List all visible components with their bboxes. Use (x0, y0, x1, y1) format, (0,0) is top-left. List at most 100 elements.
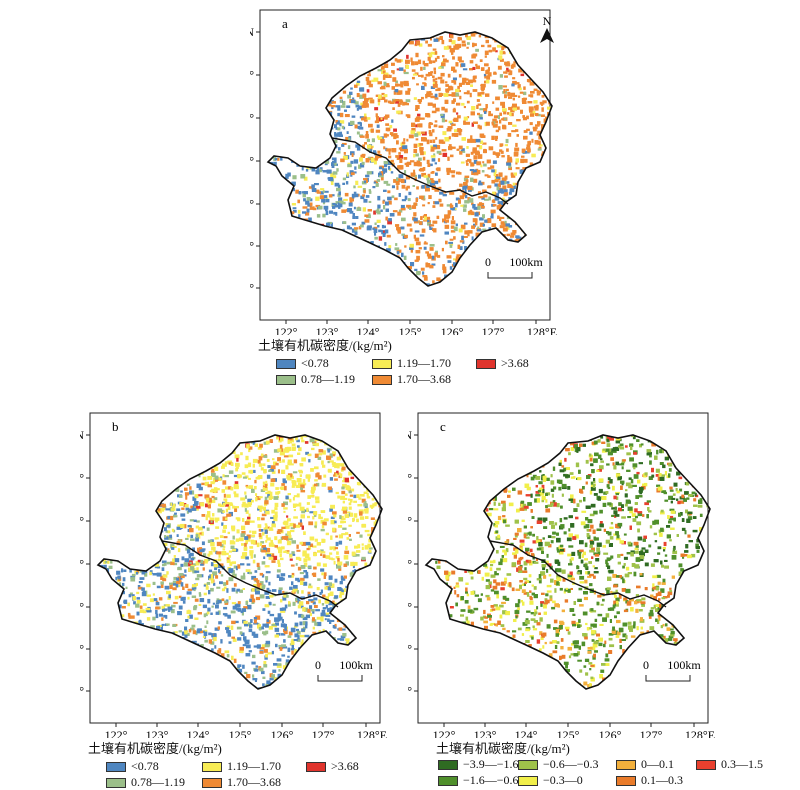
legend-swatch (616, 760, 636, 771)
legend-item: 1.70—3.68 (202, 775, 281, 790)
map-frame (417, 412, 709, 724)
legend-item: 1.70—3.68 (372, 372, 451, 387)
map-panel-b: b 49°N 48° 47° 46° 45° 44° 43° 122° 123° 124° 125° 1… (80, 412, 387, 738)
legend-item: 0.78—1.19 (106, 775, 185, 790)
province-border (161, 540, 339, 608)
lon-tick-label: 122° (275, 325, 298, 335)
panel-label: a (282, 16, 288, 31)
legend-label: >3.68 (331, 759, 359, 773)
lat-tick-label: 48° (250, 68, 254, 82)
lon-tick-label: 128°E (685, 728, 715, 738)
region-boundary (266, 31, 553, 287)
legend-item: −0.3—0 (518, 773, 583, 788)
legend-item: 1.19—1.70 (372, 356, 451, 371)
legend-label: 0.78—1.19 (131, 775, 185, 789)
legend-swatch (202, 778, 222, 789)
lon-tick-label: 124° (187, 728, 210, 738)
lat-tick-label: 44° (250, 239, 254, 253)
legend-label: 1.70—3.68 (227, 775, 281, 789)
legend-swatch (106, 778, 126, 789)
lon-tick-label: 123° (316, 325, 339, 335)
lat-tick-label: 45° (408, 600, 412, 614)
legend-item: 0—0.1 (616, 757, 674, 772)
legend-label: −0.3—0 (543, 773, 583, 787)
lat-tick-label: 48° (408, 471, 412, 485)
svg-text:100km: 100km (509, 255, 543, 269)
lon-tick-label: 126° (599, 728, 622, 738)
region-boundary (424, 434, 711, 690)
legend-item: 1.19—1.70 (202, 759, 281, 774)
lat-tick-label: 45° (250, 197, 254, 211)
lon-tick-label: 125° (399, 325, 422, 335)
legend-item: 0.1—0.3 (616, 773, 683, 788)
legend-item: −1.6—−0.6 (438, 773, 519, 788)
north-arrow-icon: N (540, 14, 554, 43)
legend-label: >3.68 (501, 356, 529, 370)
legend-swatch (518, 776, 538, 787)
lon-tick-label: 123° (146, 728, 169, 738)
legend-label: <0.78 (131, 759, 159, 773)
map-panel-a: a 49°N 48° 47° 46° 45° 44° 43° 122° 123° 124° 125° 1… (250, 9, 557, 335)
lat-tick-label: 47° (408, 514, 412, 528)
legend-item: 0.78—1.19 (276, 372, 355, 387)
legend-swatch (202, 762, 222, 773)
legend-label: <0.78 (301, 356, 329, 370)
lon-tick-label: 123° (474, 728, 497, 738)
legend-swatch (372, 375, 392, 386)
lon-tick-label: 127° (640, 728, 663, 738)
lon-tick-label: 127° (482, 325, 505, 335)
map-panel-c: c 49°N 48° 47° 46° 45° 44° 43° 122° 123° 124° 125° 1… (408, 412, 715, 738)
legend-swatch (696, 760, 716, 771)
lat-tick-label: 46° (408, 557, 412, 571)
svg-text:0: 0 (485, 255, 491, 269)
scale-bar: 0 100km (315, 658, 373, 682)
lat-tick-label: 43° (408, 684, 412, 698)
lat-tick-label: 49°N (408, 428, 412, 442)
region-boundary (96, 434, 383, 690)
legend-item: <0.78 (276, 356, 329, 371)
lon-tick-label: 127° (312, 728, 335, 738)
north-label: N (543, 14, 552, 28)
legend-item: −0.6—−0.3 (518, 757, 599, 772)
panel-label: b (112, 419, 119, 434)
lat-tick-label: 46° (250, 154, 254, 168)
lon-tick-label: 124° (515, 728, 538, 738)
legend-swatch (438, 760, 458, 771)
lon-tick-label: 128°E (357, 728, 387, 738)
lon-tick-label: 122° (105, 728, 128, 738)
legend-title-c: 土壤有机碳密度/(kg/m²) (436, 741, 570, 756)
lon-tick-label: 126° (441, 325, 464, 335)
panel-label: c (440, 419, 446, 434)
lon-tick-label: 128°E (527, 325, 557, 335)
legend-swatch (276, 359, 296, 370)
lat-tick-label: 43° (250, 281, 254, 295)
lat-tick-label: 47° (80, 514, 84, 528)
legend-item: 0.3—1.5 (696, 757, 763, 772)
legend-item: −3.9—−1.6 (438, 757, 519, 772)
province-border (331, 137, 509, 205)
legend-label: 1.19—1.70 (227, 759, 281, 773)
legend-label: 0.3—1.5 (721, 757, 763, 771)
legend-item: >3.68 (306, 759, 359, 774)
lat-tick-label: 49°N (80, 428, 84, 442)
legend-label: −3.9—−1.6 (463, 757, 519, 771)
province-border (489, 540, 667, 608)
legend-label: 0.78—1.19 (301, 372, 355, 386)
scale-bar: 0 100km (643, 658, 701, 682)
lat-tick-label: 43° (80, 684, 84, 698)
legend-swatch (476, 359, 496, 370)
legend-swatch (438, 776, 458, 787)
lon-tick-label: 122° (433, 728, 456, 738)
lat-tick-label: 49°N (250, 25, 254, 39)
legend-label: −1.6—−0.6 (463, 773, 519, 787)
lon-tick-label: 124° (357, 325, 380, 335)
lat-tick-label: 47° (250, 111, 254, 125)
lat-tick-label: 45° (80, 600, 84, 614)
legend-swatch (276, 375, 296, 386)
legend-swatch (372, 359, 392, 370)
scale-bar: 0 100km (485, 255, 543, 279)
lat-tick-label: 48° (80, 471, 84, 485)
legend-swatch (616, 776, 636, 787)
legend-swatch (518, 760, 538, 771)
legend-label: 1.19—1.70 (397, 356, 451, 370)
